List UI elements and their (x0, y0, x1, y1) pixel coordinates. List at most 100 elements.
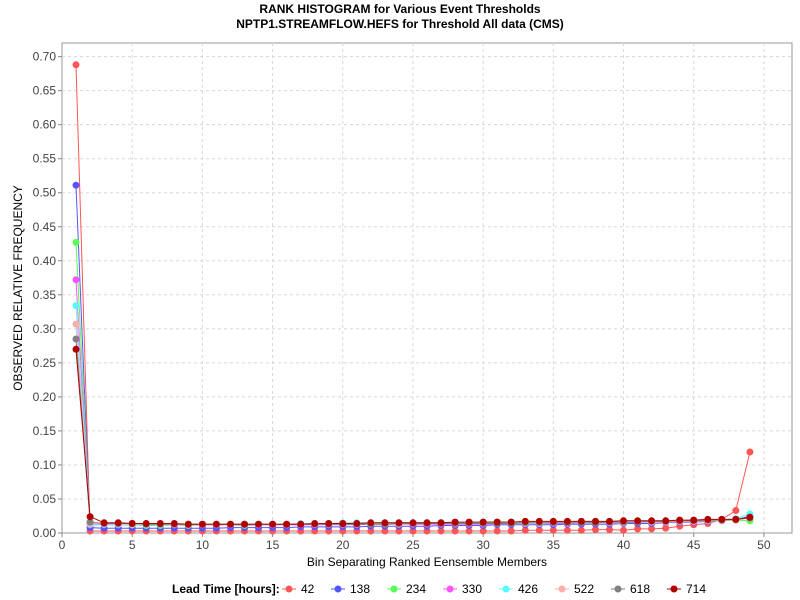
data-point-42 (395, 527, 403, 535)
y-tick-label: 0.55 (33, 152, 57, 166)
data-point-42 (521, 526, 529, 534)
data-point-714 (451, 518, 459, 526)
data-point-714 (690, 516, 698, 524)
legend-marker-234 (390, 585, 398, 593)
data-point-714 (535, 517, 543, 525)
data-point-714 (648, 517, 656, 525)
data-point-42 (592, 526, 599, 534)
data-point-714 (241, 520, 248, 528)
legend: Lead Time [hours]: 42 138 234 330 426 522 618 7… (172, 582, 706, 596)
data-point-42 (72, 61, 80, 69)
series-points (72, 61, 754, 535)
legend-marker-138 (334, 585, 342, 593)
y-tick-label: 0.20 (33, 390, 57, 404)
x-tick-label: 40 (617, 538, 631, 552)
y-tick-label: 0.60 (33, 118, 57, 132)
data-point-426 (72, 302, 80, 310)
data-point-714 (577, 517, 585, 525)
data-point-714 (100, 519, 108, 527)
x-tick-label: 0 (59, 538, 66, 552)
data-point-714 (592, 517, 599, 525)
data-point-42 (746, 448, 754, 456)
y-tick-label: 0.10 (33, 458, 57, 472)
y-tick-label: 0.15 (33, 424, 57, 438)
data-point-42 (648, 525, 656, 533)
data-point-714 (423, 519, 431, 527)
legend-title: Lead Time [hours]: (172, 582, 280, 596)
data-point-714 (563, 517, 571, 525)
x-tick-label: 45 (687, 538, 701, 552)
data-point-714 (620, 517, 627, 525)
x-tick-label: 5 (129, 538, 136, 552)
y-tick-label: 0.40 (33, 254, 57, 268)
data-point-714 (269, 520, 277, 528)
y-tick-label: 0.50 (33, 186, 57, 200)
data-point-42 (493, 527, 501, 535)
x-tick-label: 35 (547, 538, 561, 552)
data-point-42 (367, 527, 375, 535)
plot-area (61, 42, 793, 534)
data-point-42 (381, 527, 389, 535)
data-point-714 (325, 520, 333, 527)
x-tick-label: 15 (266, 538, 280, 552)
data-point-714 (746, 513, 754, 521)
data-point-714 (212, 520, 220, 528)
x-tick-label: 20 (336, 538, 350, 552)
data-point-714 (283, 520, 291, 528)
data-point-714 (493, 518, 501, 526)
x-tick-label: 10 (196, 538, 210, 552)
data-point-714 (395, 519, 403, 527)
y-axis-ticks: 0.00 0.05 0.10 0.15 0.20 0.25 0.30 0.35 0.40 0.45… (33, 50, 62, 540)
chart-subtitle: NPTP1.STREAMFLOW.HEFS for Threshold All … (236, 17, 564, 31)
data-point-714 (732, 515, 740, 523)
data-point-714 (170, 520, 178, 527)
data-point-42 (465, 527, 473, 535)
y-tick-label: 0.35 (33, 288, 57, 302)
legend-label-234: 234 (406, 582, 426, 596)
data-point-42 (451, 527, 459, 535)
data-point-714 (718, 515, 726, 523)
data-point-714 (128, 520, 136, 527)
data-point-42 (620, 526, 627, 534)
data-point-714 (114, 519, 122, 527)
data-point-42 (437, 527, 445, 535)
data-point-714 (255, 520, 262, 528)
legend-label-42: 42 (301, 582, 315, 596)
y-tick-label: 0.65 (33, 84, 57, 98)
data-point-42 (732, 507, 740, 514)
data-point-618 (86, 518, 94, 526)
legend-marker-42 (285, 585, 293, 593)
data-point-714 (465, 518, 473, 526)
data-point-714 (634, 517, 642, 525)
data-point-42 (634, 525, 642, 533)
data-point-714 (479, 518, 487, 526)
data-point-714 (311, 520, 319, 527)
data-point-42 (563, 526, 571, 534)
data-point-42 (549, 526, 557, 534)
legend-label-426: 426 (518, 582, 538, 596)
legend-marker-426 (502, 585, 510, 593)
data-point-714 (606, 517, 613, 525)
y-tick-label: 0.00 (33, 526, 57, 540)
data-point-42 (507, 527, 515, 535)
data-point-234 (72, 238, 80, 246)
data-point-42 (479, 527, 487, 535)
legend-label-618: 618 (630, 582, 650, 596)
legend-label-714: 714 (686, 582, 706, 596)
y-tick-label: 0.05 (33, 492, 57, 506)
data-point-714 (227, 520, 234, 528)
data-point-138 (72, 181, 80, 189)
data-point-714 (549, 517, 557, 525)
legend-items: 42 138 234 330 426 522 618 714 (282, 582, 706, 596)
x-tick-label: 50 (757, 538, 771, 552)
data-point-714 (142, 520, 150, 527)
data-point-714 (381, 519, 389, 527)
legend-label-522: 522 (574, 582, 594, 596)
data-point-714 (86, 513, 94, 521)
data-point-714 (72, 345, 80, 353)
data-point-714 (297, 520, 305, 528)
y-tick-label: 0.45 (33, 220, 57, 234)
data-point-42 (606, 526, 613, 534)
